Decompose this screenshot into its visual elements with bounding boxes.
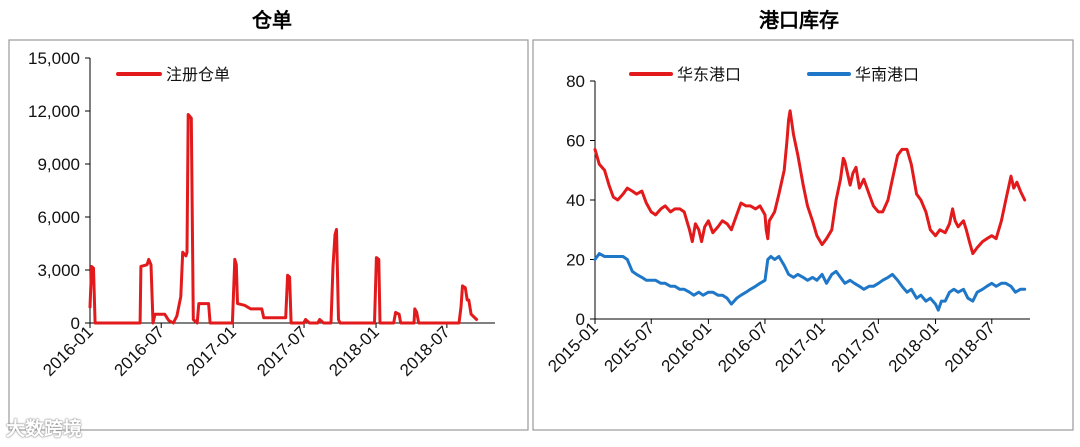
- y-tick-label: 3,000: [37, 261, 80, 280]
- x-tick-label: 2015-01: [544, 318, 602, 376]
- x-tick-label: 2018-07: [396, 322, 454, 380]
- warehouse-receipt-panel: 仓单 15,000 12,000 9,000 6,000 3,000 0 2016-01 20…: [0, 0, 531, 447]
- y-tick-label: 12,000: [28, 102, 80, 121]
- legend-label: 华东港口: [677, 65, 741, 84]
- chart-title: 港口库存: [759, 8, 839, 32]
- chart-title: 仓单: [251, 8, 292, 32]
- series-line-1: [88, 113, 479, 325]
- x-tick-label: 2017-01: [771, 318, 829, 376]
- y-tick-label: 9,000: [37, 155, 80, 174]
- y-tick-label: 20: [566, 251, 585, 270]
- x-tick-label: 2017-01: [182, 322, 240, 380]
- x-tick-label: 2016-07: [110, 322, 168, 380]
- y-tick-label: 15,000: [28, 49, 80, 68]
- x-tick-label: 2018-07: [941, 318, 999, 376]
- x-tick-label: 2016-01: [39, 322, 97, 380]
- watermark: 大数跨境: [6, 418, 83, 440]
- x-tick-label: 2017-07: [253, 322, 311, 380]
- x-tick-label: 2018-01: [325, 322, 383, 380]
- x-tick-label: 2015-07: [601, 318, 659, 376]
- x-tick-label: 2018-01: [885, 318, 943, 376]
- x-tick-label: 2016-07: [714, 318, 772, 376]
- x-tick-label: 2017-07: [828, 318, 886, 376]
- chart-frame: [8, 39, 529, 431]
- legend-label: 注册仓单: [166, 65, 230, 84]
- legend-label: 华南港口: [855, 65, 919, 84]
- y-tick-label: 40: [566, 191, 585, 210]
- port-inventory-panel: 港口库存 80 60 40 20 0 2015-01 2015-07 2016-01 2016-…: [531, 0, 1080, 447]
- series-line-2: [593, 252, 1027, 312]
- y-tick-label: 0: [71, 314, 80, 333]
- y-tick-label: 0: [576, 310, 585, 329]
- chart-frame: [532, 39, 1074, 431]
- series-line-1: [593, 109, 1027, 256]
- y-tick-label: 60: [566, 132, 585, 151]
- x-tick-label: 2016-01: [658, 318, 716, 376]
- y-tick-label: 80: [566, 72, 585, 91]
- y-tick-label: 6,000: [37, 208, 80, 227]
